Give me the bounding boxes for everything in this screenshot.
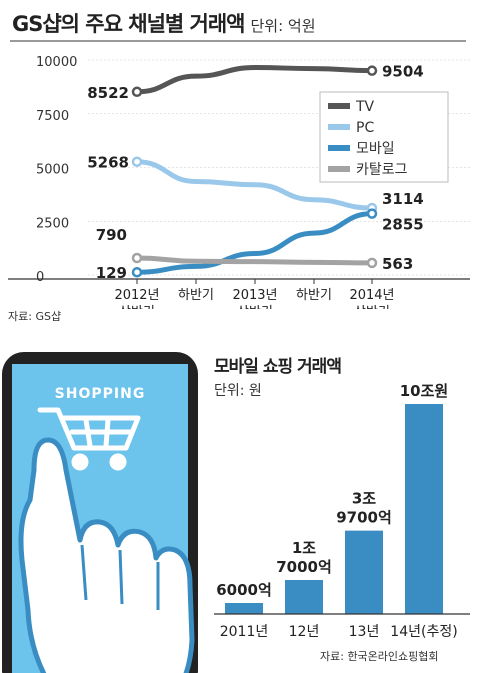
bar: [225, 603, 263, 614]
chart1-title: GS샵의 주요 채널별 거래액 단위: 억원: [12, 8, 316, 38]
chart2-unit: 단위: 원: [214, 383, 262, 399]
screen-text: SHOPPING: [55, 386, 146, 402]
data-point: [366, 208, 378, 219]
bar-value-label: 3조: [352, 490, 376, 508]
end-label: 3114: [382, 190, 424, 208]
data-point: [366, 257, 378, 269]
x-tick-label: 상반기: [237, 305, 273, 309]
data-point: [131, 266, 143, 278]
chart1-title-text: GS샵의 주요 채널별 거래액: [12, 12, 245, 36]
x-tick-label: 하반기: [178, 288, 214, 303]
category-label: 13년: [349, 624, 380, 640]
bar: [405, 404, 443, 614]
series-line: [134, 65, 375, 95]
series-2: 129 2855: [96, 208, 424, 282]
data-point: [131, 86, 143, 98]
bar-value-label: 6000억: [216, 581, 272, 599]
category-label: 14년(추정): [390, 624, 457, 640]
x-tick-label: 2013년: [232, 288, 277, 303]
series-line: [134, 255, 375, 266]
start-label: 5268: [87, 154, 129, 172]
shopping-cart-icon: [37, 407, 141, 471]
chart1-source: 자료: GS샵: [8, 310, 62, 323]
chart1-x-labels: 2012년상반기 하반기 2013년상반기 하반기 2014년상반기: [114, 288, 394, 309]
data-point: [131, 252, 143, 264]
x-tick-label: 상반기: [119, 305, 155, 309]
series-line: [134, 159, 375, 211]
legend-label: 카탈로그: [356, 162, 408, 178]
bar: [285, 580, 323, 614]
data-point: [366, 65, 378, 76]
legend-label: 모바일: [356, 141, 395, 157]
category-label: 2011년: [220, 624, 269, 640]
series-line: [134, 211, 375, 275]
x-tick-label: 2012년: [114, 288, 159, 303]
chart2-category-labels: 2011년 12년 13년 14년(추정): [220, 624, 458, 640]
x-tick-label: 2014년: [349, 288, 394, 303]
series-3: 790 563: [96, 226, 414, 273]
pointing-hand-icon: [18, 437, 195, 673]
bar-value-label: 1조: [292, 539, 316, 557]
start-label: 8522: [87, 84, 129, 102]
line-chart: 10000 7500 5000 2500 0 8522 9504 5268 3114 129 28…: [8, 55, 470, 309]
end-label: 563: [382, 255, 413, 273]
chart1-axis: [8, 278, 470, 284]
data-point: [131, 156, 143, 167]
bar-value-label: 10조원: [400, 382, 448, 400]
chart1-y-ticks: 10000 7500 5000 2500 0: [36, 55, 470, 285]
chart2-source: 자료: 한국온라인쇼핑협회: [320, 650, 439, 663]
y-tick-label: 5000: [36, 163, 69, 178]
start-label: 129: [96, 264, 127, 282]
legend-label: PC: [356, 120, 374, 136]
end-label: 9504: [382, 63, 424, 81]
y-tick-label: 2500: [36, 216, 69, 231]
y-tick-label: 10000: [36, 55, 77, 70]
smartphone-icon: SHOPPING: [2, 352, 198, 673]
chart2-title: 모바일 쇼핑 거래액: [214, 357, 342, 377]
chart1-unit: 단위: 억원: [250, 17, 316, 35]
y-tick-label: 0: [36, 270, 44, 285]
end-label: 2855: [382, 216, 424, 234]
series-0: 8522 9504: [87, 63, 424, 102]
bar-value-label: 9700억: [336, 509, 392, 527]
bar-value-label: 7000억: [276, 558, 332, 576]
chart1-title-rule: [10, 40, 466, 42]
chart1-series: 8522 9504 5268 3114 129 2855 790 563: [87, 63, 424, 283]
chart2-bars: [225, 404, 443, 614]
y-tick-label: 7500: [36, 109, 69, 124]
x-tick-label: 하반기: [296, 288, 332, 303]
start-label: 790: [96, 226, 127, 244]
x-tick-label: 상반기: [354, 305, 390, 309]
legend-label: TV: [355, 99, 375, 115]
bar: [345, 530, 383, 614]
category-label: 12년: [289, 624, 320, 640]
